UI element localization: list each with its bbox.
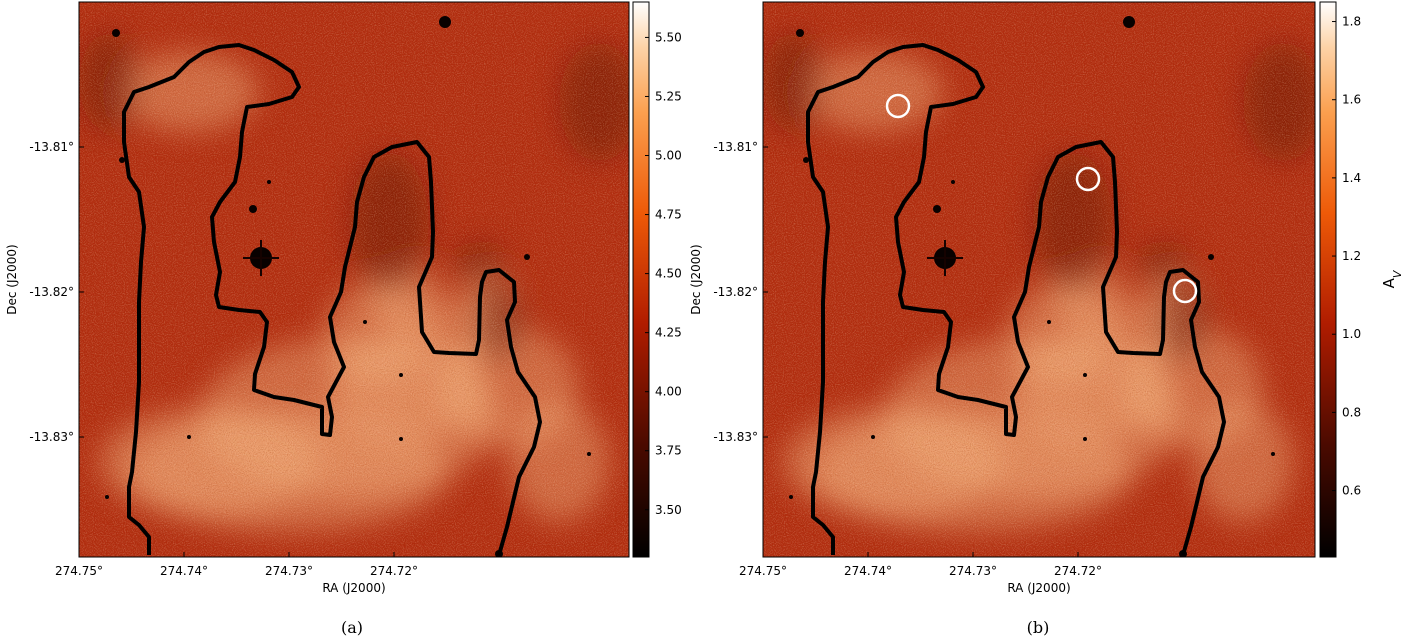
caption-a: (a) xyxy=(341,618,363,637)
plot-frame xyxy=(78,1,630,558)
y-tick-label: -13.83° xyxy=(713,430,758,444)
x-tick-label: 274.72° xyxy=(1054,564,1102,578)
star xyxy=(1208,254,1214,260)
contour-line xyxy=(806,43,1226,556)
star xyxy=(439,16,451,28)
star xyxy=(112,29,120,37)
colorbar-tick-label: 5.50 xyxy=(655,30,682,44)
contour-line xyxy=(122,43,542,556)
star xyxy=(1123,16,1135,28)
x-tick-label: 274.75° xyxy=(739,564,787,578)
colorbar-tick-label: 4.25 xyxy=(655,326,682,340)
y-tick-label: -13.82° xyxy=(713,285,758,299)
colorbar-tick-label: 4.50 xyxy=(655,267,682,281)
star xyxy=(399,373,403,377)
y-axis-label: Dec (J2000) xyxy=(689,244,703,314)
star xyxy=(871,435,875,439)
x-axis-label: RA (J2000) xyxy=(1007,581,1070,595)
star xyxy=(187,435,191,439)
aperture-circle xyxy=(1172,278,1198,304)
y-axis-label: Dec (J2000) xyxy=(5,244,19,314)
image-map xyxy=(763,2,1315,557)
star xyxy=(399,437,403,441)
colorbar-tick-label: 3.50 xyxy=(655,503,682,517)
x-tick-label: 274.74° xyxy=(844,564,892,578)
star xyxy=(1083,373,1087,377)
star xyxy=(1271,452,1275,456)
plot-frame xyxy=(762,1,1316,558)
star xyxy=(249,205,257,213)
x-tick-label: 274.72° xyxy=(370,564,418,578)
colorbar xyxy=(1319,1,1337,558)
star xyxy=(1047,320,1051,324)
star xyxy=(933,205,941,213)
aperture-circle xyxy=(1075,166,1101,192)
y-tick-label: -13.83° xyxy=(29,430,74,444)
panel-a: 274.75° 274.74° 274.73° 274.72° RA (J2000) -1… xyxy=(5,1,682,595)
star xyxy=(803,157,809,163)
colorbar-tick-label: 1.0 xyxy=(1342,327,1361,341)
colorbar-tick-label: 5.00 xyxy=(655,149,682,163)
x-tick-label: 274.73° xyxy=(265,564,313,578)
image-map xyxy=(79,2,629,557)
colorbar-tick-label: 1.8 xyxy=(1342,15,1361,29)
colorbar-tick-label: 1.6 xyxy=(1342,93,1361,107)
star xyxy=(363,320,367,324)
aperture-circle xyxy=(885,93,911,119)
y-tick-label: -13.81° xyxy=(713,140,758,154)
star xyxy=(105,495,109,499)
colorbar-tick-label: 1.4 xyxy=(1342,171,1361,185)
star xyxy=(951,180,955,184)
colorbar-label: AV xyxy=(1380,269,1404,288)
colorbar-tick-label: 4.00 xyxy=(655,385,682,399)
star xyxy=(1083,437,1087,441)
star xyxy=(796,29,804,37)
x-tick-label: 274.75° xyxy=(55,564,103,578)
colorbar-tick-label: 3.75 xyxy=(655,444,682,458)
colorbar-tick-label: 1.2 xyxy=(1342,249,1361,263)
caption-b: (b) xyxy=(1027,618,1050,637)
colorbar xyxy=(632,1,650,558)
star xyxy=(119,157,125,163)
star xyxy=(267,180,271,184)
panel-b: 274.75° 274.74° 274.73° 274.72° RA (J2000) -1… xyxy=(689,1,1404,595)
star xyxy=(789,495,793,499)
x-tick-label: 274.74° xyxy=(160,564,208,578)
star xyxy=(524,254,530,260)
x-axis-label: RA (J2000) xyxy=(322,581,385,595)
colorbar-tick-label: 5.25 xyxy=(655,89,682,103)
x-tick-label: 274.73° xyxy=(949,564,997,578)
y-tick-label: -13.81° xyxy=(29,140,74,154)
colorbar-tick-label: 0.8 xyxy=(1342,405,1361,419)
colorbar-tick-label: 0.6 xyxy=(1342,484,1361,498)
colorbar-tick-label: 4.75 xyxy=(655,208,682,222)
y-tick-label: -13.82° xyxy=(29,285,74,299)
star xyxy=(587,452,591,456)
